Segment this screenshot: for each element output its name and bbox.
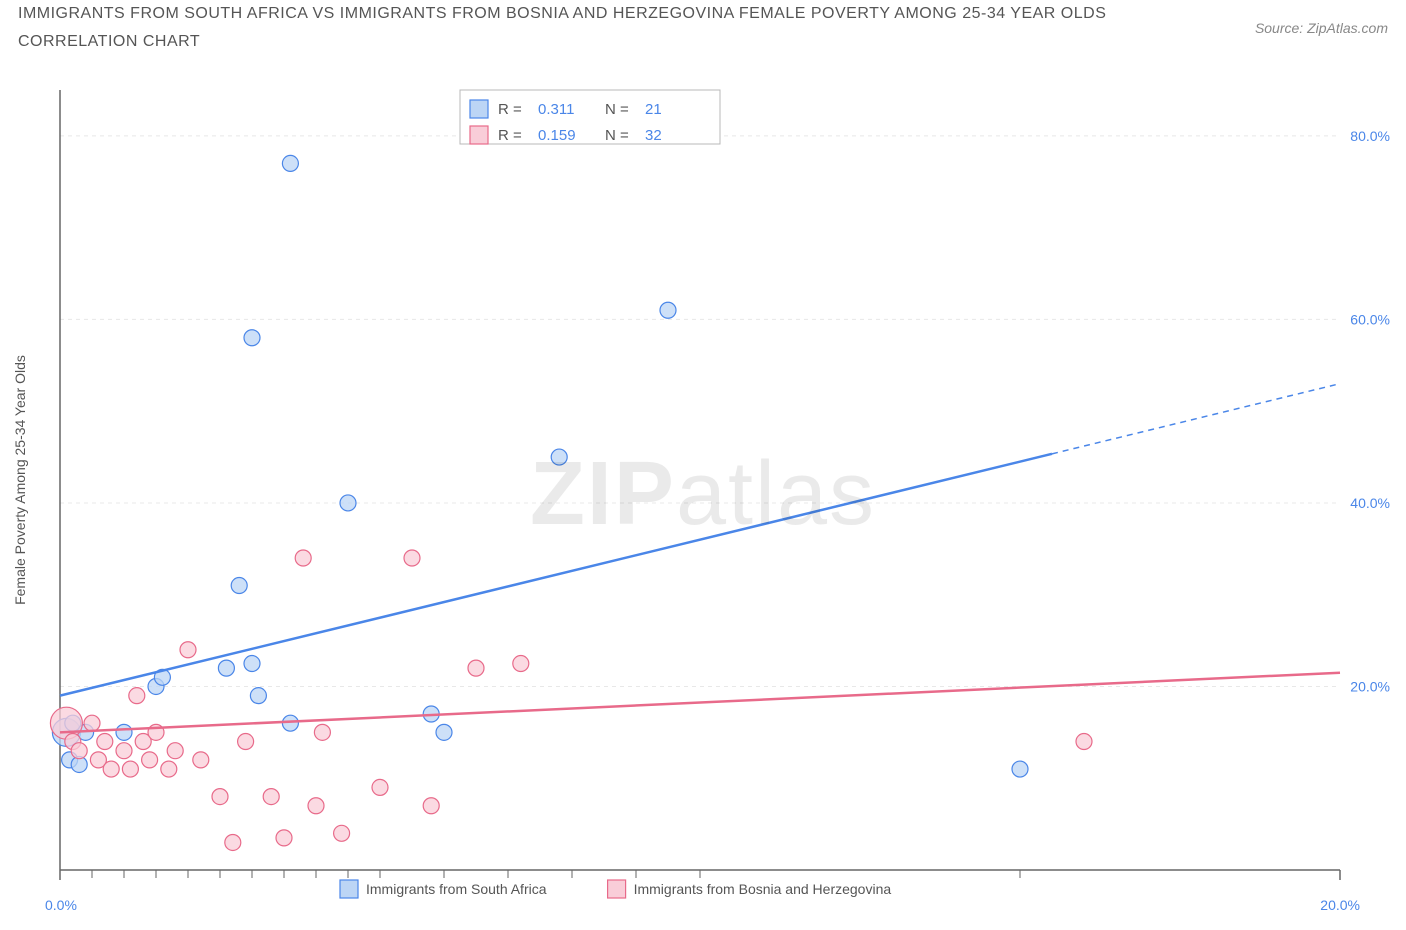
- legend-swatch: [470, 126, 488, 144]
- y-tick-label: 60.0%: [1350, 311, 1390, 327]
- scatter-point: [436, 724, 452, 740]
- scatter-point: [282, 155, 298, 171]
- scatter-point: [314, 724, 330, 740]
- legend-r-label: R =: [498, 127, 522, 144]
- scatter-point: [238, 734, 254, 750]
- scatter-point: [244, 656, 260, 672]
- bottom-legend-swatch: [608, 880, 626, 898]
- scatter-point: [244, 330, 260, 346]
- scatter-point: [50, 707, 82, 739]
- scatter-point: [308, 798, 324, 814]
- scatter-point: [372, 779, 388, 795]
- scatter-point: [161, 761, 177, 777]
- legend-swatch: [470, 100, 488, 118]
- scatter-point: [97, 734, 113, 750]
- scatter-point: [423, 798, 439, 814]
- source-name: ZipAtlas.com: [1307, 20, 1388, 36]
- legend-r-value: 0.159: [538, 127, 576, 144]
- x-tick-label: 0.0%: [45, 897, 77, 913]
- scatter-point: [513, 656, 529, 672]
- scatter-point: [193, 752, 209, 768]
- y-axis-title: Female Poverty Among 25-34 Year Olds: [12, 355, 28, 605]
- y-tick-label: 40.0%: [1350, 495, 1390, 511]
- scatter-point: [263, 789, 279, 805]
- scatter-point: [167, 743, 183, 759]
- y-tick-label: 20.0%: [1350, 678, 1390, 694]
- source-prefix: Source:: [1255, 20, 1307, 36]
- legend-n-label: N =: [605, 101, 629, 118]
- scatter-point: [116, 724, 132, 740]
- scatter-point: [116, 743, 132, 759]
- scatter-point: [334, 825, 350, 841]
- scatter-point: [180, 642, 196, 658]
- scatter-point: [142, 752, 158, 768]
- trend-line-solid: [60, 673, 1340, 733]
- legend-n-value: 32: [645, 127, 662, 144]
- source-attribution: Source: ZipAtlas.com: [1255, 20, 1388, 36]
- trend-line-dashed: [1052, 384, 1340, 454]
- scatter-point: [231, 578, 247, 594]
- bottom-legend-label: Immigrants from South Africa: [366, 881, 547, 897]
- scatter-point: [404, 550, 420, 566]
- scatter-point: [103, 761, 119, 777]
- legend-r-value: 0.311: [538, 101, 574, 118]
- scatter-point: [1012, 761, 1028, 777]
- scatter-point: [1076, 734, 1092, 750]
- scatter-point: [340, 495, 356, 511]
- scatter-chart: 20.0% 40.0% 60.0% 80.0% 0.0% 20.0% Female Pove…: [0, 80, 1406, 930]
- scatter-point: [551, 449, 567, 465]
- scatter-point: [84, 715, 100, 731]
- scatter-point: [282, 715, 298, 731]
- legend-r-label: R =: [498, 101, 522, 118]
- x-tick-label: 20.0%: [1320, 897, 1360, 913]
- scatter-point: [468, 660, 484, 676]
- bottom-legend-swatch: [340, 880, 358, 898]
- scatter-point: [212, 789, 228, 805]
- scatter-point: [295, 550, 311, 566]
- scatter-point: [660, 302, 676, 318]
- legend-n-label: N =: [605, 127, 629, 144]
- scatter-point: [276, 830, 292, 846]
- scatter-point: [250, 688, 266, 704]
- bottom-legend-label: Immigrants from Bosnia and Herzegovina: [634, 881, 892, 897]
- scatter-point: [129, 688, 145, 704]
- scatter-point: [122, 761, 138, 777]
- y-tick-label: 80.0%: [1350, 128, 1390, 144]
- legend-n-value: 21: [645, 101, 662, 118]
- scatter-point: [71, 743, 87, 759]
- trend-line-solid: [60, 454, 1052, 696]
- chart-title: IMMIGRANTS FROM SOUTH AFRICA VS IMMIGRAN…: [18, 0, 1118, 56]
- scatter-point: [218, 660, 234, 676]
- scatter-point: [225, 834, 241, 850]
